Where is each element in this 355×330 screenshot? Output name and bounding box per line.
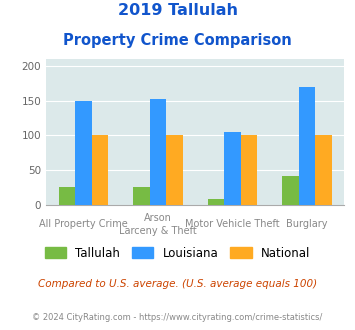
Text: All Property Crime: All Property Crime (39, 219, 128, 229)
Text: Property Crime Comparison: Property Crime Comparison (63, 33, 292, 48)
Text: Motor Vehicle Theft: Motor Vehicle Theft (185, 219, 280, 229)
Text: Compared to U.S. average. (U.S. average equals 100): Compared to U.S. average. (U.S. average … (38, 279, 317, 289)
Bar (299, 87, 315, 205)
Bar (241, 135, 257, 205)
Bar (133, 187, 150, 205)
Text: Burglary: Burglary (286, 219, 328, 229)
Text: Larceny & Theft: Larceny & Theft (119, 226, 197, 236)
Bar (150, 99, 166, 205)
Text: © 2024 CityRating.com - https://www.cityrating.com/crime-statistics/: © 2024 CityRating.com - https://www.city… (32, 314, 323, 322)
Bar (283, 176, 299, 205)
Text: 2019 Tallulah: 2019 Tallulah (118, 3, 237, 18)
Bar (59, 187, 75, 205)
Bar (166, 135, 182, 205)
Bar (224, 132, 241, 205)
Bar (208, 199, 224, 205)
Legend: Tallulah, Louisiana, National: Tallulah, Louisiana, National (40, 242, 315, 264)
Text: Arson: Arson (144, 213, 172, 223)
Bar (75, 101, 92, 205)
Bar (92, 135, 108, 205)
Bar (315, 135, 332, 205)
